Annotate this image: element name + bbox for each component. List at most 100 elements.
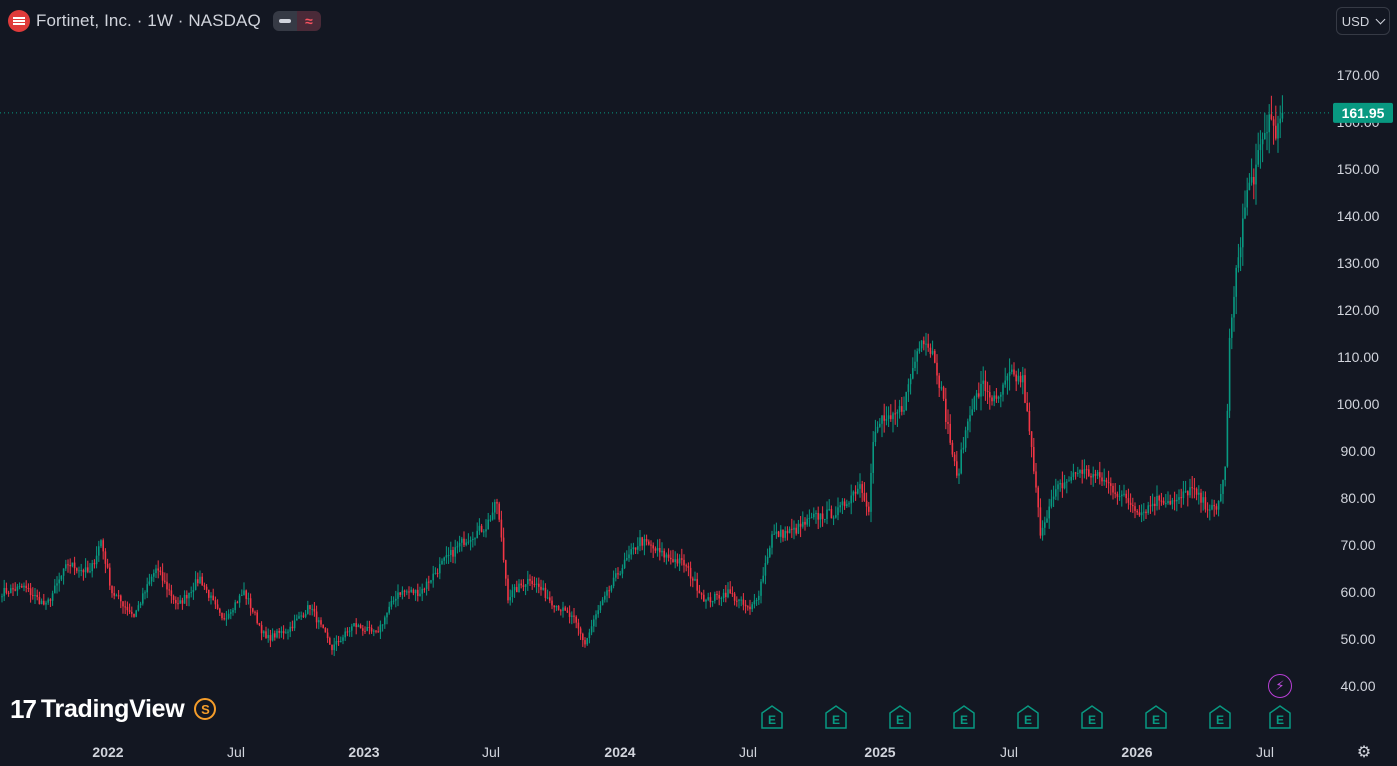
candle	[392, 596, 395, 605]
candle	[467, 533, 470, 545]
candle	[1061, 471, 1064, 498]
candle	[707, 592, 709, 602]
candle	[604, 591, 606, 603]
candle	[1149, 495, 1152, 514]
candle	[289, 621, 291, 638]
candle	[65, 559, 67, 572]
candle	[1239, 237, 1242, 272]
time-tick-label: 2026	[1121, 744, 1152, 760]
candle	[1074, 471, 1077, 480]
candle	[364, 626, 366, 634]
candle	[1176, 494, 1178, 512]
candle	[740, 596, 742, 607]
candle	[254, 610, 256, 616]
candle	[918, 341, 921, 354]
candle	[1055, 478, 1057, 501]
time-tick-label: Jul	[1256, 744, 1274, 760]
candle	[1266, 114, 1268, 151]
candle	[375, 630, 377, 634]
candle	[524, 584, 527, 596]
candle	[986, 381, 989, 404]
time-tick-label: Jul	[482, 744, 500, 760]
earnings-icon[interactable]: E	[761, 705, 783, 729]
earnings-icon[interactable]: E	[825, 705, 847, 729]
status-pill[interactable]: ≈	[272, 11, 321, 31]
earnings-icon[interactable]: E	[1081, 705, 1103, 729]
gear-icon[interactable]: ⚙	[1356, 744, 1372, 761]
candle	[1066, 478, 1068, 494]
candle	[23, 582, 25, 592]
candle	[29, 583, 32, 603]
earnings-icon[interactable]: E	[1269, 705, 1291, 729]
candle	[161, 563, 164, 588]
candle	[194, 571, 197, 591]
candle	[1160, 492, 1163, 506]
currency-select[interactable]: USD	[1336, 7, 1390, 35]
candle	[791, 518, 793, 538]
candle	[700, 592, 703, 600]
earnings-icon[interactable]: E	[1017, 705, 1039, 729]
time-axis[interactable]: 2022 Jul 2023 Jul 2024 Jul 2025 Jul 2026 Jul	[92, 744, 1274, 760]
candle	[1270, 95, 1273, 121]
candle	[958, 468, 960, 485]
candle	[714, 591, 716, 604]
candle	[953, 452, 956, 467]
candle	[865, 492, 868, 516]
candle	[874, 419, 877, 447]
candle	[1253, 168, 1255, 200]
lightning-icon[interactable]: ⚡	[1268, 674, 1292, 698]
candle	[586, 637, 588, 646]
candle	[139, 601, 142, 609]
candle	[1224, 466, 1226, 487]
candle	[280, 626, 283, 638]
candle	[927, 333, 929, 352]
candle	[56, 576, 58, 594]
candle	[1235, 265, 1237, 315]
earnings-icon[interactable]: E	[889, 705, 911, 729]
candle	[1187, 490, 1189, 507]
candle	[353, 623, 355, 627]
candle	[311, 604, 313, 616]
candle	[43, 593, 45, 606]
earnings-icon[interactable]: E	[953, 705, 975, 729]
candle	[144, 590, 146, 600]
candle	[507, 574, 509, 604]
candle	[617, 567, 619, 580]
candle	[1070, 471, 1072, 484]
candle	[1017, 368, 1020, 385]
candle	[34, 588, 36, 605]
candle	[879, 418, 881, 428]
price-tick-label: 140.00	[1337, 208, 1380, 224]
candle	[1198, 485, 1200, 505]
candle	[166, 573, 168, 598]
price-axis[interactable]: 40.00 50.00 60.00 70.00 80.00 90.00 100.00 110.…	[1337, 67, 1380, 694]
candle	[608, 585, 610, 599]
candle	[630, 543, 632, 560]
candle	[601, 597, 604, 606]
market-closed-icon[interactable]	[272, 11, 297, 31]
candle	[766, 548, 769, 565]
candle	[533, 576, 536, 588]
candle	[685, 563, 687, 572]
fortinet-logo-icon[interactable]	[8, 10, 30, 32]
symbol-title[interactable]: Fortinet, Inc. · 1W · NASDAQ	[36, 11, 261, 30]
candle	[1182, 480, 1185, 505]
candle	[304, 609, 307, 619]
candle	[892, 411, 894, 433]
tradingview-logo[interactable]: 17 TradingView S	[10, 692, 217, 726]
delayed-data-icon[interactable]: ≈	[296, 11, 321, 31]
candle	[804, 517, 806, 531]
candle	[18, 582, 21, 590]
earnings-icon[interactable]: E	[1209, 705, 1231, 729]
stock-badge: S	[194, 698, 217, 720]
candle	[626, 550, 628, 562]
candle	[150, 574, 153, 587]
candle	[907, 378, 910, 402]
candle	[749, 599, 751, 615]
earnings-icon[interactable]: E	[1145, 705, 1167, 729]
candle	[45, 600, 47, 610]
candle	[1211, 499, 1213, 511]
candle	[527, 570, 529, 591]
candle	[12, 583, 14, 597]
